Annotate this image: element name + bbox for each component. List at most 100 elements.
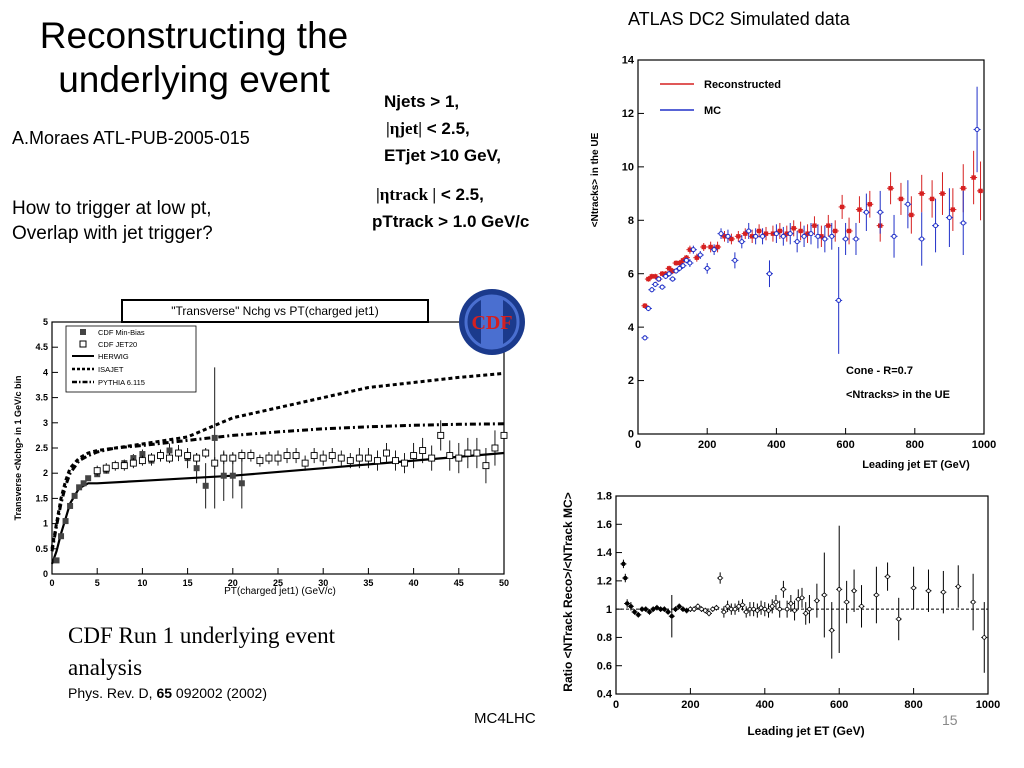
atlas-point-mc [933,223,939,229]
atlas-point-mc [863,209,869,215]
ratio-point [941,589,946,595]
cdf-x-tick-label: 0 [49,578,54,588]
atlas-point-mc [853,236,859,242]
atlas-point-mc [680,263,686,269]
cdf-point-jet20 [410,452,418,460]
atlas-point-reconstructed [701,244,706,250]
ratio-y-tick-label: 1.2 [597,576,612,588]
slide-title-line2: underlying event [58,59,330,100]
ratio-y-tick-label: 1.8 [597,491,612,503]
ratio-point [621,561,626,567]
ratio-point [743,609,749,615]
slide-title: Reconstructing the underlying event [8,14,380,102]
ratio-point [710,606,715,612]
cdf-point-jet20 [383,449,390,457]
cdf-x-tick-label: 35 [363,578,373,588]
atlas-point-mc [663,273,669,279]
ratio-point [669,614,674,619]
ratio-data-points [620,525,988,673]
atlas-point-mc [808,231,814,237]
cdf-y-tick-label: 5 [43,317,48,327]
ratio-point [982,635,987,640]
legend-isajet: ISAJET [98,365,124,374]
cdf-point-minbias [85,475,92,482]
atlas-point-reconstructed [929,196,935,202]
cut-etatrack: |ηtrack | < 2.5, [372,181,529,208]
cdf-point-jet20 [111,462,119,470]
cdf-point-jet20 [455,454,463,462]
atlas-point-reconstructed [950,207,956,212]
atlas-point-reconstructed [857,207,862,212]
ratio-point [766,608,771,613]
cdf-y-tick-label: 0 [43,569,48,579]
cdf-point-jet20 [256,457,264,465]
atlas-point-mc [704,265,710,271]
atlas-point-mc [687,260,693,266]
atlas-point-reconstructed [677,260,682,266]
ratio-point [807,606,812,612]
ratio-point [777,606,782,612]
atlas-point-reconstructed [743,231,748,236]
atlas-point-mc [673,268,679,274]
cdf-point-minbias [139,451,146,458]
cdf-y-tick-label: 4.5 [35,342,48,352]
cdf-point-jet20 [193,454,201,462]
atlas-x-tick-label: 600 [836,439,854,451]
atlas-point-mc [697,252,703,258]
cdf-point-jet20 [428,454,436,462]
cut-etajet: |ηjet| < 2.5, [372,115,529,142]
ratio-point [844,599,849,605]
atlas-point-mc [753,233,759,239]
cdf-point-jet20 [482,462,490,470]
atlas-point-mc [836,297,842,303]
cdf-point-jet20 [346,457,354,465]
cdf-point-jet20 [464,449,472,457]
atlas-x-tick-label: 0 [635,439,641,451]
atlas-point-mc [815,233,821,239]
cdf-y-tick-label: 4 [43,367,48,377]
ratio-point [691,606,697,612]
ratio-point [758,605,764,610]
ratio-y-tick-label: 1.4 [597,547,613,559]
journal-reference: Phys. Rev. D, 65 092002 (2002) [68,685,267,701]
atlas-point-mc [659,284,665,290]
atlas-y-tick-label: 4 [628,322,635,334]
caption-line1: CDF Run 1 underlying event [68,623,336,648]
ratio-point [784,606,790,612]
cdf-point-jet20 [265,454,273,462]
atlas-point-mc [919,236,925,242]
cdf-x-tick-label: 25 [273,578,283,588]
legend-herwig: HERWIG [98,352,129,361]
ratio-point [751,606,756,612]
atlas-point-reconstructed [729,236,734,242]
atlas-point-reconstructed [812,223,817,228]
atlas-point-reconstructed [919,191,924,196]
ratio-y-label: Ratio <NTrack Reco>/<NTrack MC> [561,492,575,691]
ratio-x-tick-label: 1000 [976,699,1000,711]
ratio-point [636,612,641,617]
ref-prefix: Phys. Rev. D, [68,685,157,701]
ratio-point [911,585,916,591]
cdf-curve-pythia-6-115 [50,422,505,552]
slide-number: 15 [942,712,958,728]
cdf-point-jet20 [355,454,363,462]
atlas-point-mc [905,201,911,207]
cdf-y-tick-label: 2.5 [35,443,48,453]
atlas-point-mc [843,236,849,242]
atlas-point-mc [718,231,724,237]
atlas-point-mc [822,236,828,242]
atlas-point-reconstructed [708,244,713,250]
atlas-point-mc [683,257,689,263]
ratio-point [762,606,767,612]
ratio-point [926,588,931,593]
question-line2: Overlap with jet trigger? [12,223,213,244]
cdf-point-jet20 [202,449,210,457]
cdf-x-tick-label: 45 [454,578,464,588]
ratio-point [684,608,689,613]
cdf-point-jet20 [491,444,499,452]
selection-cuts: Njets > 1, |ηjet| < 2.5, ETjet >10 GeV, … [372,88,529,235]
cdf-point-jet20 [337,454,345,462]
cdf-point-minbias [62,518,69,525]
cdf-point-jet20 [102,464,110,472]
atlas-point-reconstructed [736,234,741,239]
